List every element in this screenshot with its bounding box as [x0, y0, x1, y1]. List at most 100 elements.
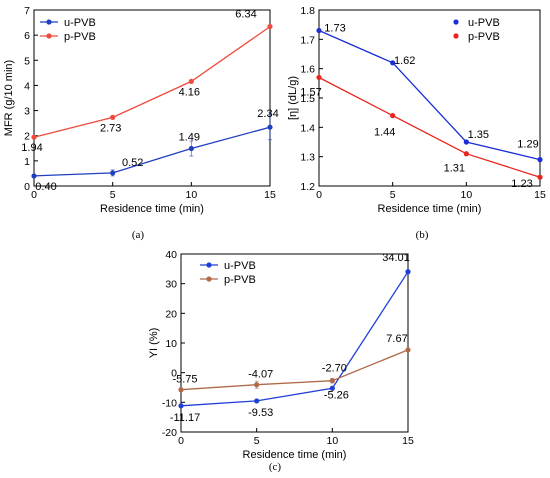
x-tick-label: 0 [31, 189, 37, 201]
panel-caption: (c) [269, 461, 282, 473]
data-point [405, 269, 411, 275]
y-tick-label: 3 [24, 106, 30, 118]
data-label: -11.17 [170, 412, 200, 424]
x-tick-label: 10 [185, 189, 197, 201]
x-tick-label: 15 [402, 435, 414, 447]
data-label: 2.34 [257, 108, 278, 120]
data-point [188, 78, 194, 85]
data-point [463, 139, 469, 145]
data-point [178, 387, 184, 393]
y-tick-label: 1.8 [300, 5, 315, 17]
y-axis-label: MFR (g/10 min) [3, 60, 15, 136]
y-tick-label: 2 [24, 131, 30, 143]
legend-marker [46, 33, 52, 39]
data-point [537, 174, 543, 180]
y-tick-label: 7 [24, 5, 30, 17]
x-axis-label: Residence time (min) [378, 203, 482, 215]
series-line-p-PVB [33, 26, 271, 138]
panel-caption: (b) [416, 229, 429, 241]
x-axis-label: Residence time (min) [243, 449, 347, 461]
data-point [267, 23, 273, 30]
data-label: 1.35 [468, 129, 489, 141]
data-point [254, 398, 260, 404]
legend-marker [206, 276, 212, 282]
y-tick-label: 1.6 [300, 64, 315, 76]
y-tick-label: 5 [24, 55, 30, 67]
data-point [316, 74, 322, 81]
data-point [188, 145, 194, 152]
plot-frame [180, 253, 409, 433]
y-tick-label: 1.5 [300, 93, 315, 105]
x-tick-label: 15 [264, 189, 276, 201]
plot-frame [318, 9, 541, 187]
data-label: 1.31 [444, 163, 465, 175]
legend-entry: p-PVB [64, 31, 96, 43]
y-tick-label: 30 [165, 279, 177, 291]
data-label: 1.73 [324, 23, 345, 35]
x-axis-label: Residence time (min) [100, 203, 204, 215]
data-label: 1.62 [394, 55, 415, 67]
data-label: 2.73 [100, 122, 121, 134]
series-line-p-PVB [180, 349, 409, 391]
y-tick-label: 0 [24, 181, 30, 193]
y-axis-label: [η] (dL/g) [287, 76, 299, 120]
y-tick-label: 10 [165, 338, 177, 350]
data-point [390, 113, 396, 119]
data-label: 0.52 [122, 157, 143, 169]
data-point [390, 60, 396, 66]
data-label: -2.70 [322, 363, 347, 375]
data-point [31, 134, 37, 140]
data-point [329, 385, 335, 391]
data-label: 34.01 [382, 252, 410, 264]
legend-entry: p-PVB [468, 31, 500, 43]
data-label: 4.16 [179, 86, 200, 98]
series-line-u-PVB [318, 29, 541, 161]
data-label: -4.07 [248, 369, 273, 381]
data-point [316, 27, 322, 34]
data-label: -9.53 [248, 407, 273, 419]
data-point [329, 378, 335, 384]
x-tick-label: 5 [390, 189, 396, 201]
data-label: 1.44 [374, 127, 395, 139]
x-tick-label: 5 [254, 435, 260, 447]
data-label: -5.26 [324, 389, 349, 401]
data-point [110, 114, 116, 120]
legend-entry: u-PVB [64, 17, 96, 29]
data-point [537, 157, 543, 163]
data-point [463, 151, 469, 157]
legend-entry: u-PVB [468, 17, 500, 29]
legend-marker [453, 19, 459, 25]
panel-caption: (a) [132, 229, 145, 241]
plot-frame [33, 9, 271, 187]
y-tick-label: 6 [24, 30, 30, 42]
y-tick-label: -20 [162, 427, 177, 439]
series-line-u-PVB [180, 271, 409, 407]
legend-entry: u-PVB [224, 260, 256, 272]
x-tick-label: 10 [460, 189, 472, 201]
data-label: 1.23 [511, 178, 532, 190]
y-tick-label: 4 [24, 80, 30, 92]
legend-marker [453, 33, 459, 39]
data-label: 1.49 [179, 132, 200, 144]
y-tick-label: 1 [24, 156, 30, 168]
chart-panel-3: 0 5 10 15 -20 -10 0 10 20 30 40 Residence time (min… [148, 249, 414, 473]
data-label: 1.94 [21, 142, 42, 154]
x-tick-label: 5 [110, 189, 116, 201]
data-label: -5.75 [172, 374, 197, 386]
y-tick-label: 1.2 [300, 181, 315, 193]
data-point [267, 124, 273, 130]
y-tick-label: 40 [165, 249, 177, 261]
data-point [110, 170, 116, 176]
series-line-p-PVB [318, 76, 541, 178]
legend-entry: p-PVB [224, 274, 256, 286]
y-axis-label: YI (%) [148, 328, 160, 359]
y-tick-label: 1.4 [300, 122, 315, 134]
legend-marker [46, 19, 52, 25]
chart-panel-2: 0 5 10 15 1.2 1.3 1.4 1.5 1.6 1.7 1.8 Residence tim… [287, 5, 546, 241]
y-tick-label: -10 [162, 397, 177, 409]
legend-marker [206, 262, 212, 268]
y-tick-label: 0 [171, 368, 177, 380]
series-line-u-PVB [33, 126, 271, 177]
y-tick-label: 1.3 [300, 152, 315, 164]
